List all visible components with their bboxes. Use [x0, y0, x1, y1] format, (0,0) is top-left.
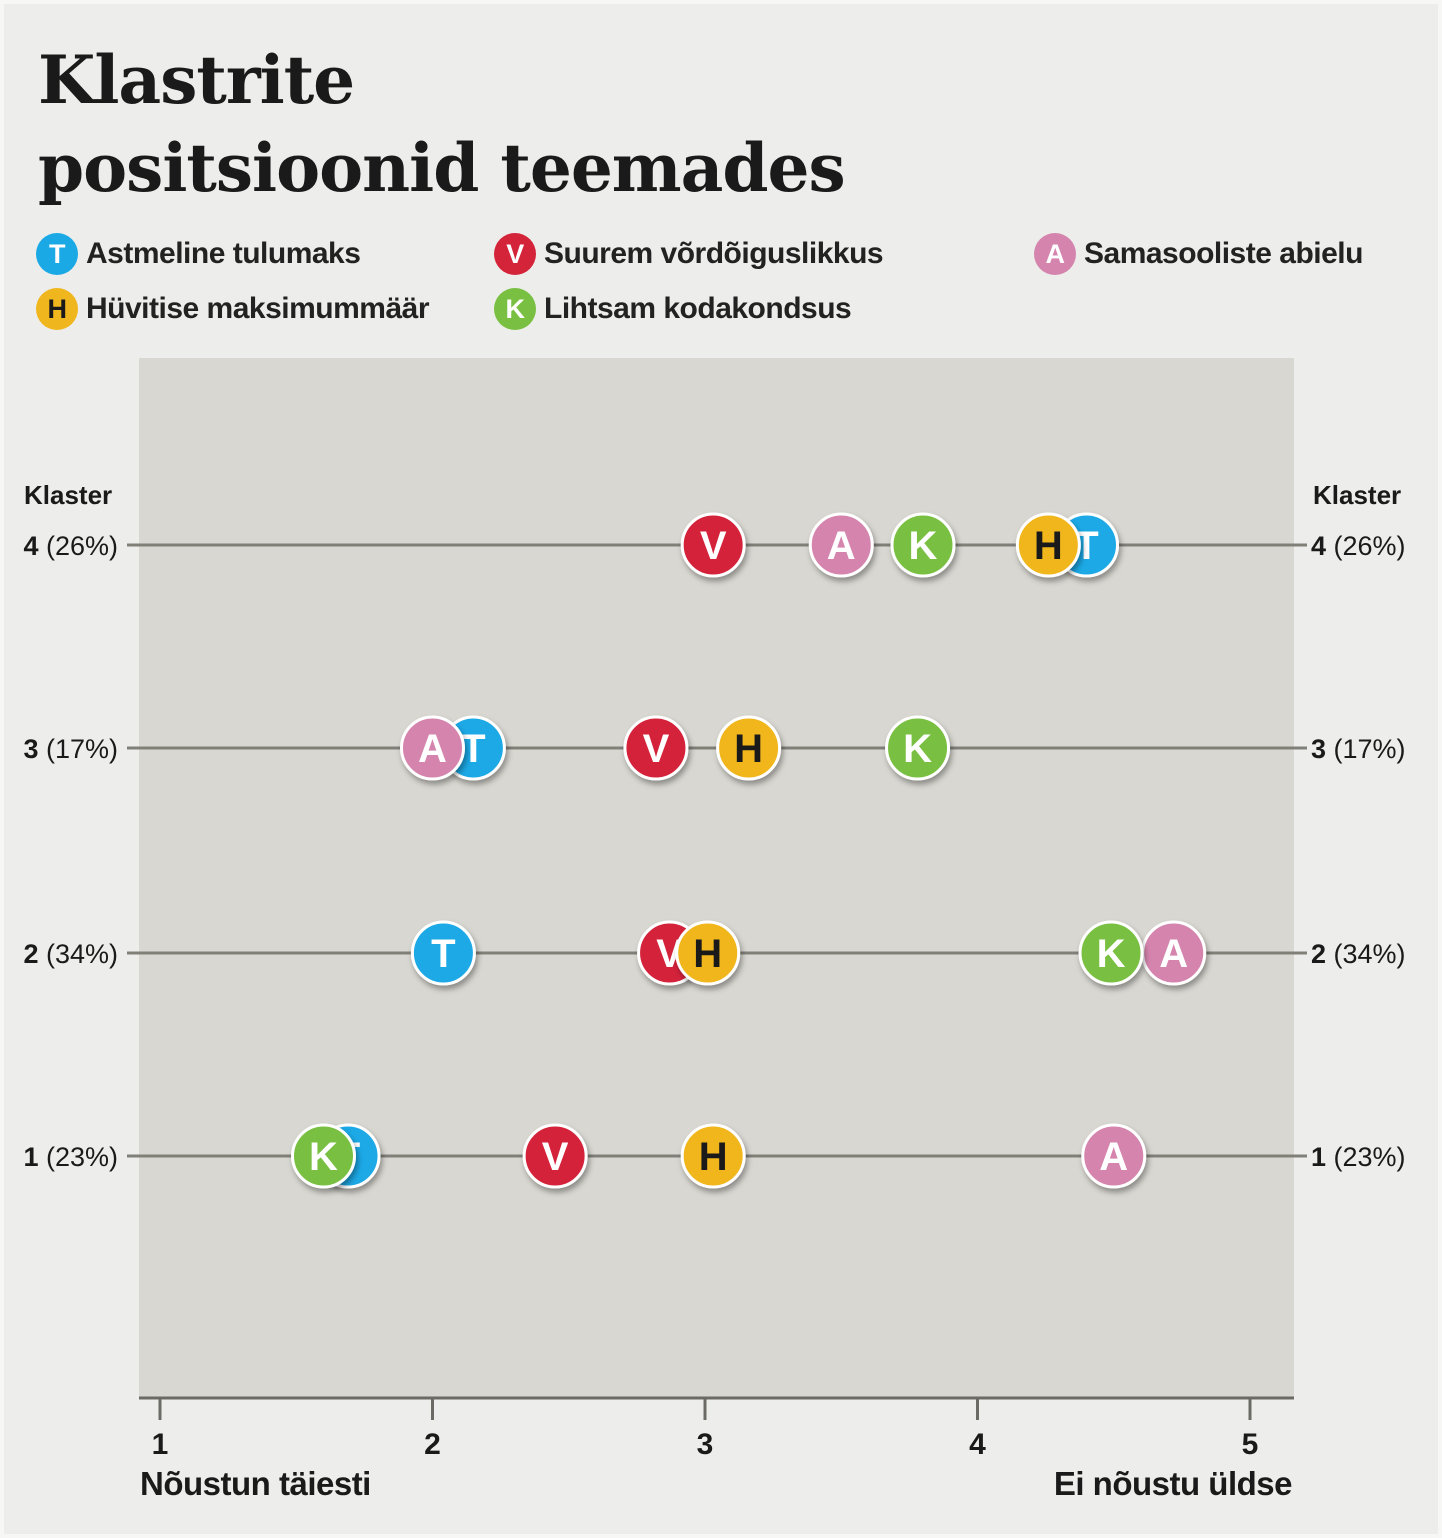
legend-marker-v: V — [494, 233, 536, 275]
point-marker — [716, 715, 782, 781]
point-k: K — [1078, 920, 1144, 986]
cluster-label-right: 2 (34%) — [1311, 939, 1406, 969]
point-a: A — [1081, 1123, 1147, 1189]
point-marker — [623, 715, 689, 781]
x-tick-label: 4 — [969, 1428, 986, 1461]
title-line-1: Klastrite — [38, 41, 355, 119]
cluster-label-right: 4 (26%) — [1311, 531, 1406, 561]
point-v: V — [623, 715, 689, 781]
point-letter: H — [734, 727, 763, 771]
point-letter: H — [699, 1135, 728, 1179]
legend-label: Samasooliste abielu — [1084, 237, 1363, 270]
point-marker — [680, 512, 746, 578]
point-marker — [885, 715, 951, 781]
point-letter: K — [903, 727, 932, 771]
cluster-label-left: 4 (26%) — [23, 531, 118, 561]
x-tick-label: 5 — [1242, 1428, 1259, 1461]
legend-label: Lihtsam kodakondsus — [544, 292, 852, 325]
cluster-header-left: Klaster — [24, 480, 112, 510]
point-marker — [410, 920, 476, 986]
point-letter: A — [1159, 932, 1188, 976]
point-k: K — [885, 715, 951, 781]
point-letter: K — [909, 524, 938, 568]
legend-item-k: K Lihtsam kodakondsus — [494, 288, 852, 330]
point-k: K — [890, 512, 956, 578]
cluster-label-left: 3 (17%) — [23, 734, 118, 764]
point-letter: A — [1099, 1135, 1128, 1179]
point-a: A — [808, 512, 874, 578]
title-line-2: positsioonid teemades — [38, 129, 846, 207]
x-tick-label: 3 — [697, 1428, 714, 1461]
point-letter: A — [827, 524, 856, 568]
point-letter: V — [542, 1135, 569, 1179]
point-marker — [522, 1123, 588, 1189]
x-label-right: Ei nõustu üldse — [1054, 1465, 1292, 1502]
cluster-label-right: 1 (23%) — [1311, 1142, 1406, 1172]
point-letter: A — [418, 727, 447, 771]
point-letter: T — [431, 932, 455, 976]
point-h: H — [675, 920, 741, 986]
point-h: H — [716, 715, 782, 781]
cluster-label-left: 2 (34%) — [23, 939, 118, 969]
point-letter: K — [1097, 932, 1126, 976]
point-h: H — [680, 1123, 746, 1189]
point-marker — [808, 512, 874, 578]
legend-item-a: A Samasooliste abielu — [1034, 233, 1363, 275]
x-tick-label: 2 — [424, 1428, 441, 1461]
point-letter: H — [693, 932, 722, 976]
point-marker — [1081, 1123, 1147, 1189]
x-label-left: Nõustun täiesti — [140, 1465, 371, 1502]
point-marker — [680, 1123, 746, 1189]
chart-title: Klastrite positsioonid teemades — [38, 36, 846, 212]
point-letter: K — [309, 1135, 338, 1179]
point-marker — [1078, 920, 1144, 986]
legend-item-t: T Astmeline tulumaks — [36, 233, 361, 275]
legend-marker-a: A — [1034, 233, 1076, 275]
cluster-label-left: 1 (23%) — [23, 1142, 118, 1172]
point-marker — [1015, 512, 1081, 578]
legend-marker-t: T — [36, 233, 78, 275]
point-letter: V — [700, 524, 727, 568]
legend-label: Hüvitise maksimummäär — [86, 292, 430, 325]
point-marker — [400, 715, 465, 781]
point-letter: V — [643, 727, 670, 771]
point-marker — [890, 512, 956, 578]
legend-marker-h: H — [36, 288, 78, 330]
cluster-header-right: Klaster — [1313, 480, 1401, 510]
point-a: A — [1141, 920, 1207, 986]
point-marker — [291, 1123, 356, 1189]
point-h: H — [1015, 512, 1081, 578]
point-k: K — [291, 1123, 356, 1189]
point-marker — [675, 920, 741, 986]
point-t: T — [410, 920, 476, 986]
point-a: A — [400, 715, 465, 781]
legend-item-v: V Suurem võrdõiguslikkus — [494, 233, 884, 275]
legend-label: Suurem võrdõiguslikkus — [544, 237, 884, 270]
legend-label: Astmeline tulumaks — [86, 237, 361, 270]
point-v: V — [522, 1123, 588, 1189]
legend-marker-k: K — [494, 288, 536, 330]
point-letter: T — [461, 727, 485, 771]
legend-item-h: H Hüvitise maksimummäär — [36, 288, 430, 330]
x-tick-label: 1 — [152, 1428, 169, 1461]
cluster-label-right: 3 (17%) — [1311, 734, 1406, 764]
point-v: V — [680, 512, 746, 578]
point-letter: H — [1034, 524, 1063, 568]
